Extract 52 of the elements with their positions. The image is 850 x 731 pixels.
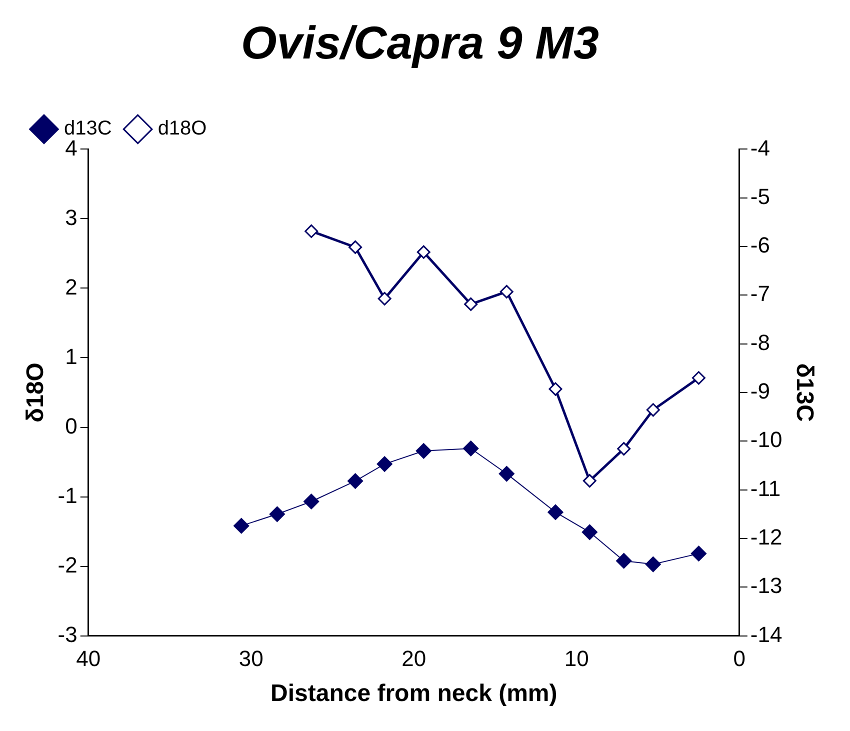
point	[500, 284, 514, 298]
point	[304, 494, 320, 510]
y2-tick-label: -11	[750, 476, 781, 501]
y2-tick-label: -14	[750, 622, 782, 647]
point	[646, 403, 660, 417]
point	[416, 245, 430, 259]
x-tick-label: 30	[238, 646, 264, 672]
y-tick-label: -1	[58, 482, 78, 508]
y2-tick-label: -12	[750, 524, 782, 550]
y-tick-label: 3	[65, 204, 78, 230]
point	[378, 292, 392, 306]
y2-axis-title: δ13C	[790, 363, 818, 422]
point	[690, 546, 706, 562]
y-tick-label: 1	[65, 344, 78, 369]
point	[645, 556, 661, 572]
y-tick-label: -3	[58, 622, 78, 647]
point	[464, 297, 478, 311]
y2-tick-label: -6	[750, 232, 770, 258]
point	[304, 224, 318, 238]
point	[548, 504, 564, 520]
point	[548, 382, 562, 396]
x-tick-label: 40	[76, 646, 101, 672]
y-axis-title: δ18O	[22, 362, 50, 422]
legend-label: d18O	[158, 118, 207, 140]
point	[616, 553, 632, 569]
x-tick-label: 0	[733, 646, 746, 672]
y2-tick-label: -8	[750, 330, 770, 355]
point	[269, 506, 285, 522]
x-tick-label: 10	[564, 646, 589, 672]
point	[617, 442, 631, 456]
point	[376, 456, 392, 472]
y2-tick-label: -9	[750, 378, 770, 404]
point	[582, 474, 596, 488]
point	[348, 240, 362, 254]
y-tick-label: -2	[58, 552, 78, 578]
y2-tick-label: -10	[750, 427, 782, 452]
y2-tick-label: -13	[750, 573, 782, 598]
point	[692, 371, 706, 385]
y2-tick-label: -5	[750, 184, 770, 209]
point	[234, 518, 250, 534]
point	[463, 440, 479, 456]
point	[582, 524, 598, 540]
x-axis-title: Distance from neck (mm)	[270, 680, 558, 708]
y2-tick-label: -7	[750, 281, 770, 306]
chart-title: Ovis/Capra 9 M3	[241, 16, 600, 68]
y2-tick-label: -4	[750, 135, 770, 160]
point	[416, 443, 432, 459]
point	[348, 473, 364, 489]
y-tick-label: 0	[65, 413, 78, 438]
point	[498, 466, 514, 482]
x-tick-label: 20	[402, 646, 426, 672]
y-tick-label: 2	[65, 274, 78, 300]
